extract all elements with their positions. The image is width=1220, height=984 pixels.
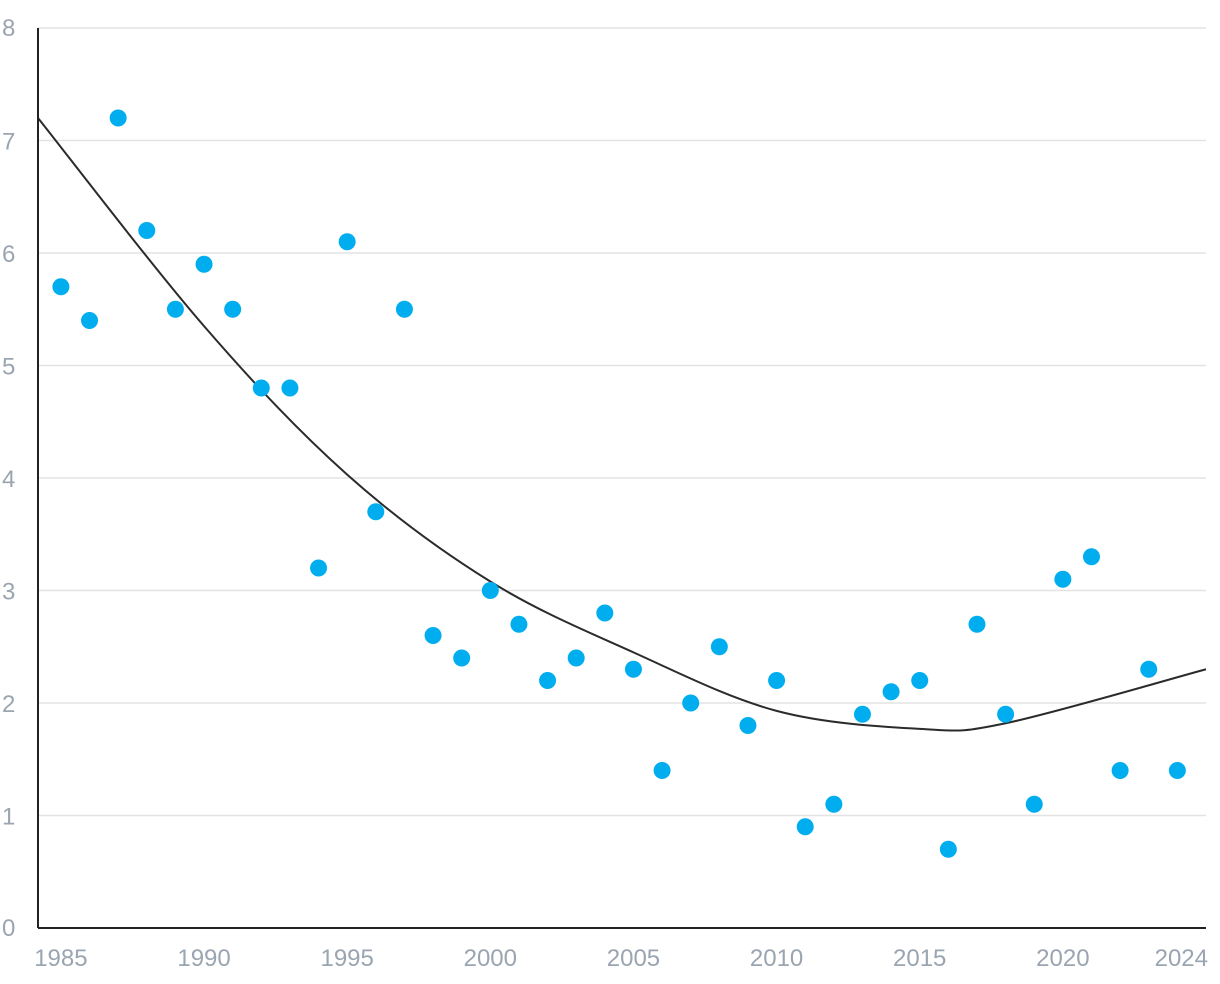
x-tick-label: 2010 [750,945,803,972]
x-tick-label: 1990 [177,945,230,972]
data-point [567,649,585,667]
x-tick-label: 2024 [1155,945,1208,972]
data-point [539,672,557,689]
x-tick-label: 1995 [320,945,373,972]
data-point [138,222,156,239]
data-point [1111,762,1129,779]
grid-lines [38,27,1206,817]
x-tick-labels: 1985 1990 1995 2000 2005 2010 2015 2020 2024 [34,945,1208,972]
data-point [624,660,642,678]
x-tick-label: 2020 [1036,945,1089,972]
data-point [52,278,70,296]
data-point [596,604,614,622]
data-point [796,818,814,836]
data-point [395,300,413,318]
data-point [1025,795,1043,813]
data-point [853,705,871,723]
y-tick-label: 6 [2,241,15,268]
data-point [109,109,127,127]
data-point [882,683,900,701]
y-tick-labels: 0 1 2 3 4 5 6 7 8 [2,15,15,942]
data-point [224,300,242,318]
data-point [510,615,528,633]
y-tick-label: 8 [2,15,15,42]
data-point [997,705,1015,723]
data-point [481,582,499,599]
data-point [653,762,671,779]
data-point [968,615,986,633]
data-point [825,795,843,813]
x-tick-label: 1985 [34,945,87,972]
data-point [367,503,385,521]
data-point [739,717,757,734]
data-point [281,379,299,397]
data-point [1054,570,1072,588]
y-tick-label: 7 [2,129,15,156]
data-point [453,649,471,667]
y-tick-label: 1 [2,804,15,831]
data-point [338,233,356,251]
data-point [424,627,442,644]
data-point [166,300,184,318]
y-tick-label: 4 [2,466,15,493]
data-point [768,672,786,689]
data-point [939,840,957,858]
data-point [1168,762,1186,779]
y-tick-label: 3 [2,579,15,606]
data-point [1082,548,1100,566]
x-tick-label: 2015 [893,945,946,972]
y-tick-label: 5 [2,354,15,381]
data-point [252,379,270,397]
data-point [710,638,728,656]
data-points [52,109,1186,858]
trendline-layer [37,117,1207,732]
data-point [195,255,213,273]
data-point [911,672,929,689]
data-point [81,312,99,329]
data-point [1140,660,1158,678]
data-point [682,694,700,712]
x-tick-label: 2000 [464,945,517,972]
y-tick-label: 2 [2,691,15,718]
trendline [37,117,1207,732]
x-tick-label: 2005 [607,945,660,972]
data-point [310,559,328,577]
y-tick-label: 0 [2,915,15,942]
